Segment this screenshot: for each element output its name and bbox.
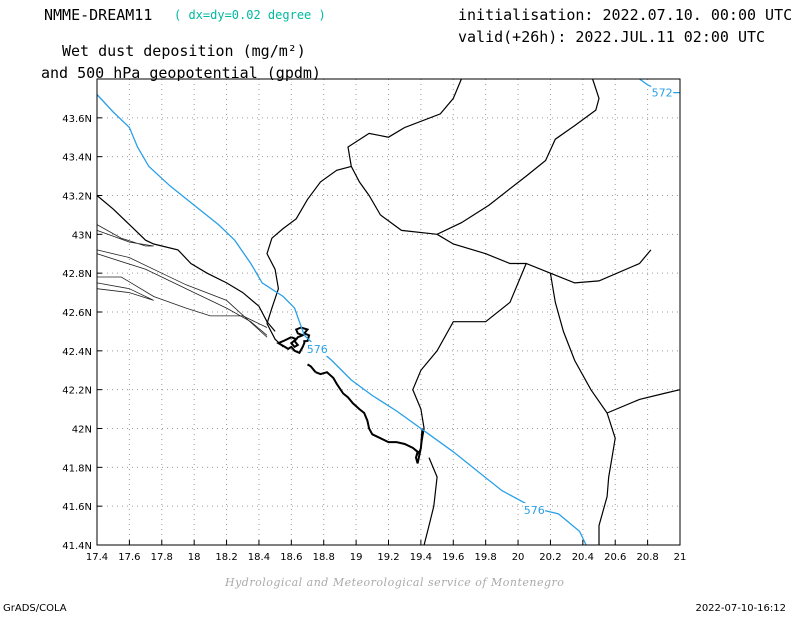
lon-tick-label: 18.6 xyxy=(280,552,302,563)
initialisation-time: initialisation: 2022.07.10. 00:00 UTC xyxy=(458,6,793,24)
lon-tick-label: 20 xyxy=(512,552,525,563)
lat-tick-label: 43.4N xyxy=(62,153,92,164)
axis-ticks: 17.4 17.6 17.8 18 18.2 18.4 18.6 18.8 19 19.2 19.4… xyxy=(62,114,686,563)
montenegro-coastline xyxy=(315,371,424,464)
montenegro-coastline xyxy=(276,326,311,355)
country-border xyxy=(549,273,616,545)
lon-tick-label: 20.2 xyxy=(539,552,561,563)
contour-label-bg xyxy=(306,341,329,356)
lon-tick-label: 19.2 xyxy=(377,552,399,563)
lon-tick-label: 17.8 xyxy=(151,552,173,563)
lat-tick-label: 41.8N xyxy=(62,463,92,474)
footer-timestamp: 2022-07-10-16:12 xyxy=(695,603,786,614)
lon-tick-label: 17.4 xyxy=(86,552,108,563)
lat-tick-label: 42.4N xyxy=(62,347,92,358)
lat-tick-label: 43N xyxy=(72,230,92,241)
lat-tick-label: 41.6N xyxy=(62,502,92,513)
contour-label: 576 xyxy=(307,343,328,356)
lat-tick-label: 43.2N xyxy=(62,192,92,203)
country-border xyxy=(96,195,276,332)
country-border xyxy=(347,78,600,235)
lon-tick-label: 18.4 xyxy=(248,552,270,563)
coastline xyxy=(96,249,268,338)
credit-text: Hydrological and Meteorological service … xyxy=(225,576,565,589)
variable-title-line1: Wet dust deposition (mg/m²) xyxy=(62,42,306,60)
footer-software: GrADS/COLA xyxy=(3,603,67,614)
country-border xyxy=(266,165,352,348)
variable-title-line2: and 500 hPa geopotential (gpdm) xyxy=(41,64,321,82)
montenegro-coastline xyxy=(306,363,317,373)
grid-lines xyxy=(97,79,680,545)
island-outline xyxy=(96,224,154,247)
lon-tick-label: 17.6 xyxy=(118,552,140,563)
lon-tick-label: 20.6 xyxy=(604,552,626,563)
geopotential-contours: 572 576 576 xyxy=(96,78,680,546)
lon-tick-label: 19.4 xyxy=(410,552,432,563)
coastline xyxy=(96,253,268,336)
island-outline xyxy=(96,282,154,301)
lon-tick-label: 19 xyxy=(350,552,363,563)
contour-label-bg xyxy=(523,503,546,518)
country-border xyxy=(412,263,527,429)
lon-tick-label: 18.2 xyxy=(215,552,237,563)
lat-tick-label: 41.4N xyxy=(62,541,92,552)
lon-tick-label: 21 xyxy=(674,552,687,563)
lon-tick-label: 19.8 xyxy=(475,552,497,563)
contour-label-bg xyxy=(651,85,674,100)
lat-tick-label: 42.6N xyxy=(62,308,92,319)
country-border xyxy=(606,389,681,414)
country-border xyxy=(423,457,438,546)
contour-label: 576 xyxy=(524,504,545,517)
resolution-note: ( dx=dy=0.02 degree ) xyxy=(174,8,326,22)
lon-tick-label: 18 xyxy=(188,552,201,563)
coastline xyxy=(97,276,268,328)
lat-tick-label: 42.2N xyxy=(62,386,92,397)
geopotential-contour-576 xyxy=(96,94,587,546)
valid-time: valid(+26h): 2022.JUL.11 02:00 UTC xyxy=(458,28,766,46)
lat-tick-label: 42.8N xyxy=(62,269,92,280)
lon-tick-label: 20.4 xyxy=(572,552,594,563)
geography-layer xyxy=(96,78,681,546)
lat-tick-label: 42N xyxy=(72,425,92,436)
lon-tick-label: 19.6 xyxy=(442,552,464,563)
country-border xyxy=(436,233,652,284)
lon-tick-label: 20.8 xyxy=(636,552,658,563)
lat-tick-label: 43.6N xyxy=(62,114,92,125)
lon-tick-label: 18.8 xyxy=(313,552,335,563)
contour-label: 572 xyxy=(652,87,673,100)
model-title: NMME-DREAM11 xyxy=(44,6,153,24)
